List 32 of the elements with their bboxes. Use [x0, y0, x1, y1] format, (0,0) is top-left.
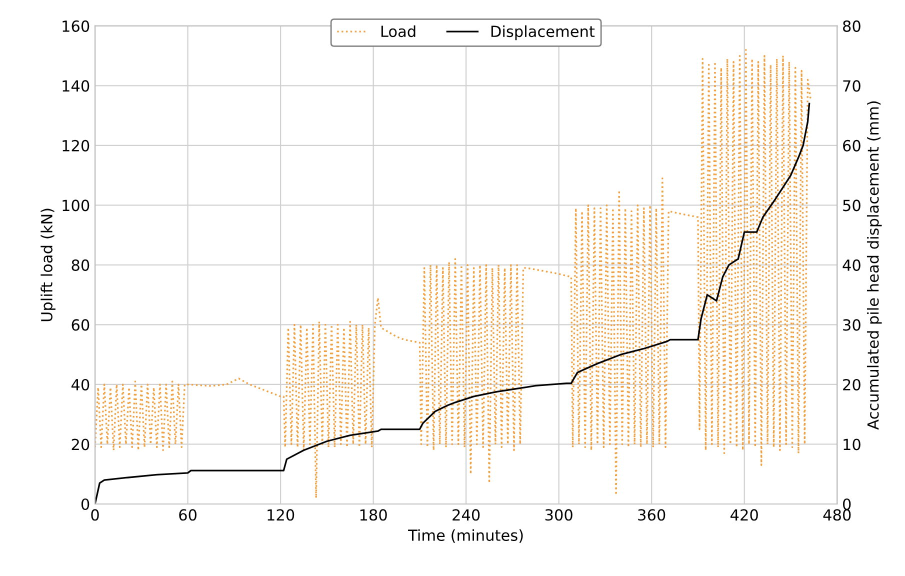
y2-tick-label: 0 [842, 498, 851, 510]
y-tick-label: 20 [72, 438, 90, 450]
x-tick-label: 480 [823, 509, 851, 521]
y2-tick-label: 20 [843, 378, 860, 390]
y-tick-label: 120 [62, 140, 90, 152]
y2-tick-label: 80 [843, 20, 860, 32]
x-tick-label: 120 [268, 509, 294, 521]
y2-axis-title: Accumulated pile head displacement (mm) [866, 101, 882, 430]
x-tick-label: 60 [179, 509, 196, 521]
x-tick-label: 360 [638, 509, 666, 521]
legend-label: Load [381, 25, 416, 38]
y-tick-label: 60 [72, 319, 90, 331]
x-tick-label: 420 [730, 509, 758, 521]
y2-tick-label: 50 [843, 200, 860, 212]
x-axis-title: Time (minutes) [408, 529, 523, 543]
y-axis-title: Uplift load (kN) [40, 208, 56, 322]
y-tick-label: 80 [72, 259, 90, 271]
y-tick-label: 140 [62, 80, 90, 92]
y-tick-label: 40 [71, 378, 90, 390]
y2-tick-label: 60 [843, 140, 860, 152]
y-tick-label: 0 [81, 498, 90, 510]
y-tick-label: 100 [62, 200, 90, 212]
x-tick-label: 180 [360, 509, 387, 521]
y2-tick-label: 40 [842, 259, 860, 271]
y-tick-label: 160 [62, 20, 90, 32]
x-tick-label: 240 [452, 509, 480, 521]
x-tick-label: 300 [545, 509, 572, 521]
x-tick-label: 0 [91, 509, 99, 521]
y2-tick-label: 30 [843, 319, 860, 331]
legend-label: Displacement [491, 25, 595, 40]
y2-tick-label: 70 [843, 80, 860, 92]
y2-tick-label: 10 [844, 438, 860, 450]
